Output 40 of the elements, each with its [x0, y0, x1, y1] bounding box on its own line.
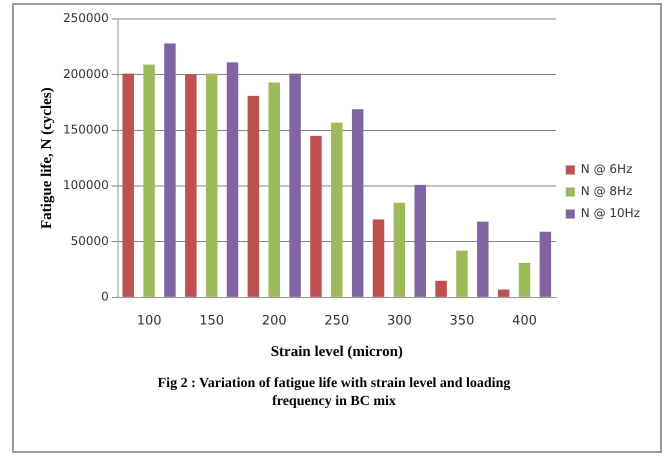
x-tick-label: 250: [324, 314, 350, 329]
bar: [310, 136, 322, 297]
bar: [498, 290, 510, 297]
bar: [518, 262, 530, 297]
y-tick-label: 250000: [62, 11, 109, 26]
y-tick-label: 50000: [70, 234, 109, 248]
bar: [226, 62, 238, 297]
x-tick-label: 300: [386, 314, 412, 329]
bar: [540, 232, 552, 297]
bar: [164, 44, 176, 297]
bar: [268, 82, 280, 297]
x-axis-title: Strain level (micron): [270, 344, 403, 360]
y-axis-title: Fatigue life, N (cycles): [38, 87, 55, 230]
bar: [248, 96, 260, 297]
bar: [414, 184, 426, 297]
caption: Fig 2 : Variation of fatigue life with strain level and loading frequency in BC mix: [156, 375, 512, 411]
y-tick-label: 0: [101, 290, 109, 304]
x-tick-label: 100: [136, 314, 162, 329]
y-tick-label: 100000: [62, 178, 109, 192]
bar: [143, 64, 155, 297]
bar: [206, 74, 218, 297]
y-tick-label: 150000: [62, 122, 109, 136]
bar: [352, 109, 364, 297]
legend-label: N @ 10Hz: [580, 206, 640, 220]
y-tick-label: 200000: [62, 66, 109, 81]
bar: [477, 222, 489, 297]
x-tick-label: 350: [450, 314, 474, 329]
bar: [331, 122, 343, 297]
bar: [394, 202, 406, 297]
x-tick-label: 400: [512, 314, 537, 329]
bar: [435, 280, 447, 297]
bar: [185, 74, 197, 297]
x-tick-label: 200: [262, 314, 287, 329]
bar: [372, 219, 384, 297]
bar: [456, 250, 468, 297]
legend-label: N @ 6Hz: [580, 162, 632, 176]
x-tick-label: 150: [199, 314, 224, 329]
bar: [289, 74, 301, 297]
legend-label: N @ 8Hz: [580, 184, 632, 198]
bar: [122, 74, 134, 297]
